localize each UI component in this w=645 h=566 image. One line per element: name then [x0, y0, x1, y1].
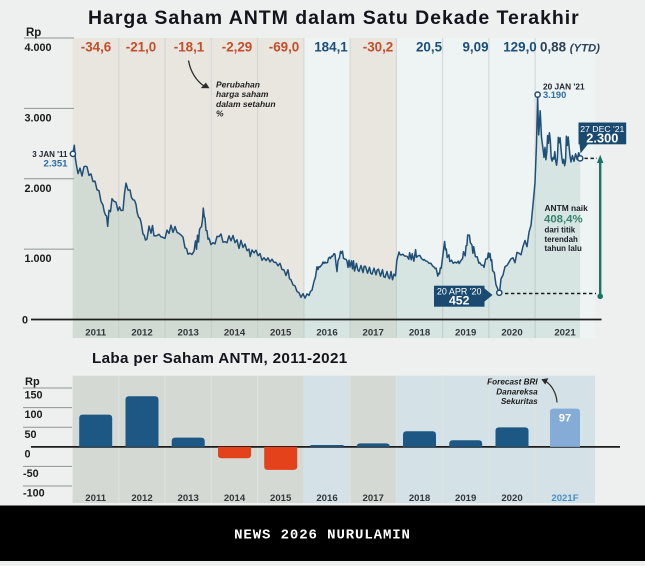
- svg-text:50: 50: [25, 429, 37, 441]
- svg-text:2014: 2014: [224, 493, 246, 504]
- svg-text:dalam setahun: dalam setahun: [216, 99, 276, 109]
- svg-text:4.000: 4.000: [25, 42, 52, 54]
- svg-text:Forecast BRI: Forecast BRI: [487, 378, 538, 387]
- svg-text:2017: 2017: [363, 328, 384, 339]
- svg-text:3 JAN '11: 3 JAN '11: [32, 150, 68, 159]
- svg-text:2021: 2021: [554, 328, 576, 339]
- svg-text:2018: 2018: [409, 328, 431, 339]
- svg-text:2021F: 2021F: [551, 493, 578, 504]
- svg-text:129,0: 129,0: [503, 40, 537, 55]
- svg-text:-69,0: -69,0: [269, 40, 300, 55]
- svg-text:terendah: terendah: [545, 235, 579, 244]
- svg-text:-30,2: -30,2: [363, 40, 394, 55]
- svg-text:0,88 (YTD): 0,88 (YTD): [540, 40, 600, 55]
- svg-text:452: 452: [449, 294, 470, 308]
- svg-text:150: 150: [25, 390, 43, 402]
- svg-text:20 JAN '21: 20 JAN '21: [543, 82, 585, 92]
- svg-text:Harga Saham ANTM dalam Satu De: Harga Saham ANTM dalam Satu Dekade Terak…: [88, 7, 580, 29]
- svg-text:100: 100: [25, 409, 43, 421]
- svg-text:%: %: [216, 109, 224, 119]
- svg-text:2020: 2020: [501, 493, 522, 504]
- svg-text:-2,29: -2,29: [222, 40, 253, 55]
- svg-text:Danareksa: Danareksa: [496, 387, 538, 396]
- svg-text:2.000: 2.000: [25, 183, 52, 195]
- svg-text:2013: 2013: [178, 493, 199, 504]
- svg-text:2014: 2014: [224, 328, 246, 339]
- svg-text:Laba per Saham ANTM, 2011-2021: Laba per Saham ANTM, 2011-2021: [92, 350, 348, 367]
- svg-text:20,5: 20,5: [416, 40, 443, 55]
- svg-text:2.300: 2.300: [586, 131, 618, 146]
- svg-text:0: 0: [22, 315, 28, 327]
- svg-text:97: 97: [559, 413, 571, 425]
- svg-text:27 DEC '21: 27 DEC '21: [580, 124, 624, 134]
- svg-text:0: 0: [25, 449, 31, 461]
- svg-text:Rp: Rp: [25, 376, 40, 388]
- svg-text:2015: 2015: [270, 328, 292, 339]
- svg-text:ANTM naik: ANTM naik: [545, 203, 589, 213]
- svg-text:NEWS 2026 NURULAMIN: NEWS 2026 NURULAMIN: [234, 528, 411, 544]
- svg-text:1.000: 1.000: [25, 253, 52, 265]
- svg-text:408,4%: 408,4%: [544, 214, 583, 226]
- svg-text:Rp: Rp: [26, 27, 41, 39]
- svg-text:-21,0: -21,0: [126, 40, 157, 55]
- svg-text:Perubahan: Perubahan: [216, 80, 260, 90]
- svg-text:2013: 2013: [178, 328, 199, 339]
- svg-text:dari titik: dari titik: [545, 226, 576, 235]
- svg-text:184,1: 184,1: [314, 40, 348, 55]
- svg-text:2.351: 2.351: [43, 158, 68, 169]
- svg-text:2019: 2019: [455, 328, 476, 339]
- svg-text:tahun lalu: tahun lalu: [545, 244, 582, 253]
- svg-text:harga saham: harga saham: [216, 89, 269, 99]
- svg-text:2019: 2019: [455, 493, 476, 504]
- svg-text:-34,6: -34,6: [81, 40, 112, 55]
- svg-text:2016: 2016: [316, 493, 337, 504]
- svg-text:9,09: 9,09: [462, 40, 488, 55]
- svg-text:2018: 2018: [409, 493, 431, 504]
- svg-text:2017: 2017: [363, 493, 384, 504]
- svg-text:2012: 2012: [131, 328, 152, 339]
- svg-text:2015: 2015: [270, 493, 292, 504]
- svg-text:3.190: 3.190: [543, 90, 566, 100]
- svg-text:2020: 2020: [501, 328, 522, 339]
- svg-text:2011: 2011: [85, 328, 106, 339]
- svg-text:-100: -100: [23, 488, 45, 500]
- svg-text:-18,1: -18,1: [174, 40, 205, 55]
- svg-text:2012: 2012: [131, 493, 152, 504]
- svg-text:2016: 2016: [316, 328, 337, 339]
- svg-text:20 APR '20: 20 APR '20: [437, 287, 482, 297]
- svg-text:3.000: 3.000: [25, 112, 52, 124]
- svg-text:2011: 2011: [85, 493, 106, 504]
- svg-text:Sekuritas: Sekuritas: [501, 397, 538, 406]
- svg-text:-50: -50: [23, 468, 39, 480]
